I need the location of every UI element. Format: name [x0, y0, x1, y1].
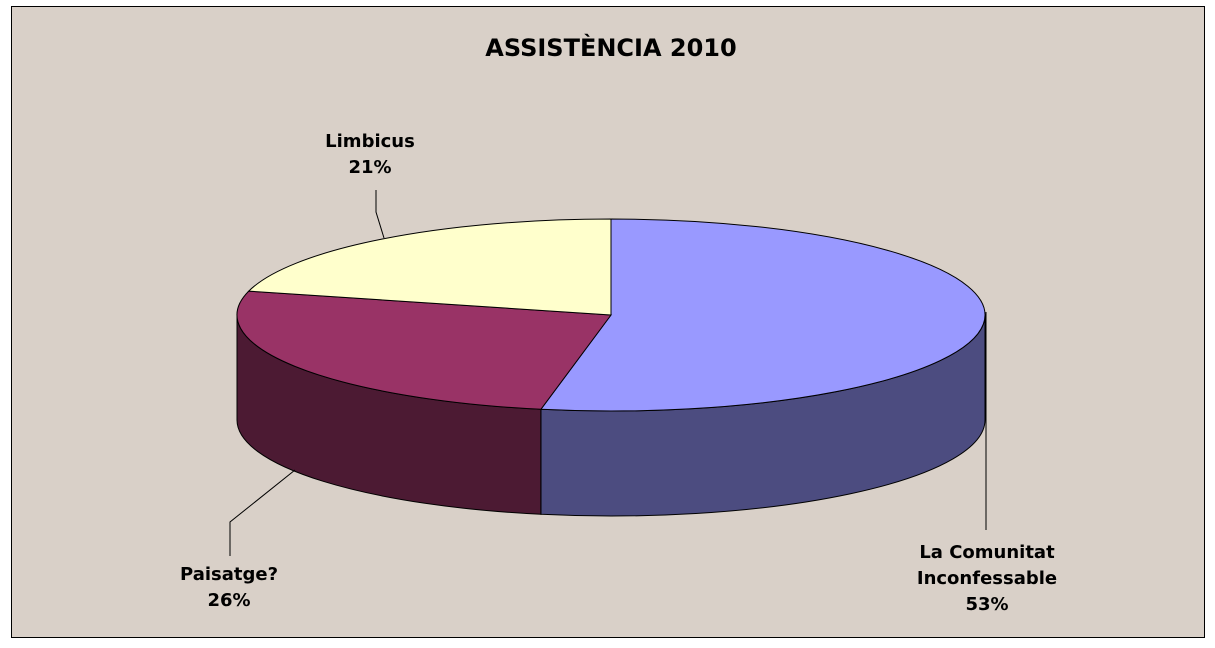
- leader-line-paisatge: [229, 469, 296, 556]
- slice-percent-limbicus: 21%: [348, 157, 391, 178]
- slice-label-limbicus: Limbicus: [325, 131, 415, 152]
- slice-label-la-comunitat-inconfessable: La Comunitat: [919, 542, 1055, 563]
- slice-percent-la-comunitat-inconfessable: 53%: [965, 594, 1008, 615]
- slice-label-paisatge: Paisatge?: [180, 564, 278, 585]
- slice-labels: La Comunitat Inconfessable 53% Paisatge? 26%…: [180, 131, 1057, 615]
- slice-paisatge: [236, 290, 612, 410]
- pie-tops: [236, 218, 986, 412]
- chart-title: ASSISTÈNCIA 2010: [485, 33, 736, 62]
- slice-percent-paisatge: 26%: [207, 590, 250, 611]
- slice-limbicus: [247, 218, 612, 316]
- leader-line-limbicus: [375, 190, 385, 239]
- leader-lines: [229, 190, 987, 556]
- slice-la-comunitat-inconfessable: [539, 218, 986, 412]
- slice-label-la-comunitat-inconfessable: Inconfessable: [917, 568, 1057, 589]
